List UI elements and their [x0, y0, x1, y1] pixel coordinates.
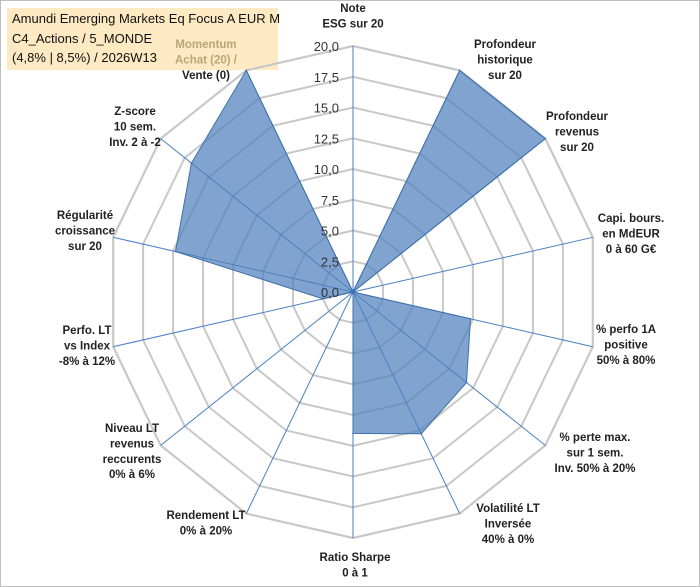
radar-series [174, 69, 547, 435]
axis-label: reccurents [103, 454, 162, 466]
axis-label: 0 à 1 [342, 567, 368, 579]
data-point [420, 433, 423, 435]
data-point [458, 69, 461, 72]
fund-category: C4_Actions / 5_MONDE [12, 31, 153, 46]
axis-label: sur 1 sem. [567, 447, 624, 459]
axis-label: Achat (20) / [175, 54, 238, 66]
axis-label: historique [477, 54, 533, 66]
tick-label: 7,5 [321, 193, 339, 208]
axis-label: Niveau LT [105, 423, 159, 435]
tick-label: 20,0 [314, 39, 339, 54]
tick-label: 15,0 [314, 101, 339, 116]
series-area [174, 69, 547, 435]
axis-label: vs Index [64, 340, 111, 352]
axis-label: sur 20 [68, 241, 102, 253]
data-point [174, 250, 177, 253]
axis-label: Vente (0) [182, 70, 230, 82]
axis-label: sur 20 [560, 142, 594, 154]
tick-label: 5,0 [321, 224, 339, 239]
axis-label: Perfo. LT [63, 325, 112, 337]
axis-label: 50% à 80% [597, 355, 656, 367]
axis-label: 0 à 60 G€ [606, 244, 657, 256]
fund-info-box: Amundi Emerging Markets Eq Focus A EUR M… [7, 8, 281, 70]
radar-axis-labels: Note ESG sur 20 Profondeur historique sur 20… [55, 3, 664, 579]
data-point [352, 291, 354, 293]
axis-label: Profondeur [474, 39, 536, 51]
data-point [190, 162, 193, 164]
tick-label: 2,5 [321, 254, 339, 269]
axis-spoke [113, 291, 354, 348]
radar-tick-labels: 0,0 2,5 5,0 7,5 10,0 12,5 15,0 17,5 20,0 [314, 39, 339, 300]
axis-spoke [245, 291, 354, 514]
tick-label: 12,5 [314, 131, 339, 146]
axis-spoke [352, 236, 593, 293]
axis-label: Profondeur [546, 111, 608, 123]
axis-label: Z-score [114, 106, 156, 118]
axis-label: sur 20 [488, 70, 522, 82]
fund-stats-week: (4,8% | 8,5%) / 2026W13 [12, 50, 158, 65]
axis-label: croissance [55, 225, 115, 237]
axis-label: 0% à 20% [180, 525, 232, 537]
axis-label: Momentum [175, 39, 236, 51]
data-point [245, 69, 248, 72]
axis-label: Rendement LT [166, 510, 245, 522]
axis-label: Ratio Sharpe [320, 552, 391, 564]
axis-label: % perte max. [560, 432, 631, 444]
data-point [352, 432, 354, 435]
axis-label: 10 sem. [114, 121, 156, 133]
axis-label: 0% à 6% [109, 469, 155, 481]
axis-label: Volatilité LT [476, 503, 539, 515]
axis-label: Capi. bours. [598, 213, 664, 225]
data-point [544, 137, 547, 140]
tick-label: 17,5 [314, 70, 339, 85]
axis-label: revenus [555, 126, 599, 138]
axis-label: revenus [110, 438, 154, 450]
axis-label: Régularité [57, 210, 113, 222]
axis-label: Inv. 50% à 20% [555, 463, 636, 475]
data-point [469, 318, 472, 320]
fund-name: Amundi Emerging Markets Eq Focus A EUR M [12, 11, 281, 26]
data-point [465, 381, 468, 384]
axis-label: positive [604, 339, 647, 351]
axis-label: % perfo 1A [596, 324, 656, 336]
axis-spoke [160, 291, 354, 446]
axis-label: -8% à 12% [59, 356, 115, 368]
axis-label: Inversée [485, 518, 532, 530]
axis-label: ESG sur 20 [322, 18, 383, 30]
axis-label: Note [340, 3, 366, 15]
axis-label: 40% à 0% [482, 534, 534, 546]
tick-label: 10,0 [314, 162, 339, 177]
axis-label: Inv. 2 à -2 [109, 137, 161, 149]
tick-label: 0,0 [321, 285, 339, 300]
data-point [322, 298, 324, 300]
axis-label: en MdEUR [602, 228, 660, 240]
